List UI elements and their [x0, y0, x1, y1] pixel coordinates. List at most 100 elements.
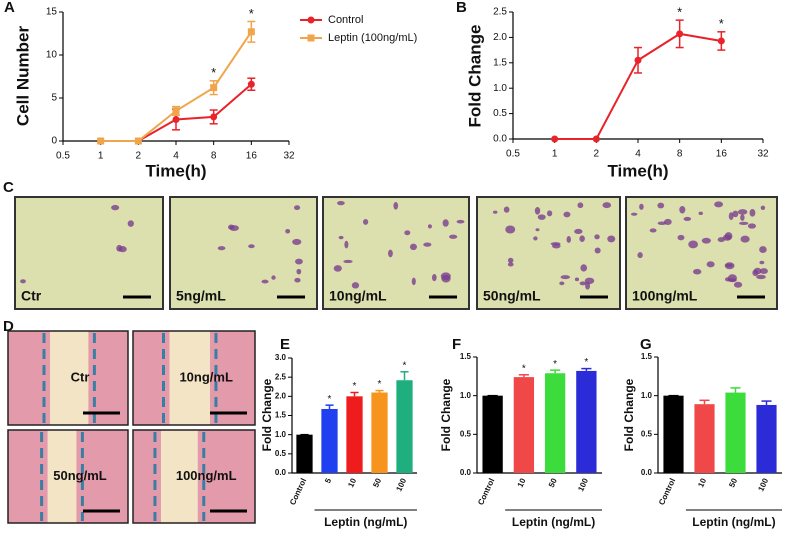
cell — [602, 202, 612, 209]
cell — [563, 211, 571, 218]
cell — [217, 246, 226, 251]
cell — [534, 206, 541, 215]
y-axis-label: Fold Change — [439, 378, 453, 451]
x-axis-label: Time(h) — [607, 161, 668, 180]
significance: * — [584, 357, 588, 368]
y-tick-label: 2.5 — [275, 372, 287, 381]
panel-label: B — [456, 0, 467, 16]
cell — [724, 232, 733, 240]
cell — [752, 269, 759, 277]
cell — [292, 238, 302, 246]
cell — [127, 220, 134, 227]
y-tick-label: 0.5 — [460, 429, 472, 438]
panel-label: A — [4, 0, 15, 16]
cell — [560, 275, 571, 280]
x-tick-label: 4 — [635, 149, 641, 160]
y-tick-label: 0.0 — [493, 134, 507, 145]
point — [717, 37, 725, 45]
cell — [649, 228, 657, 233]
point — [134, 137, 142, 145]
y-tick-label: 2.0 — [275, 391, 287, 400]
cell — [579, 235, 585, 242]
cell — [577, 202, 584, 209]
cell — [566, 236, 571, 243]
y-tick-label: 1.0 — [641, 391, 653, 400]
cell — [118, 246, 127, 253]
bar — [756, 404, 777, 473]
significance: * — [403, 360, 407, 371]
scratch-gap — [47, 430, 77, 523]
cell — [664, 218, 672, 226]
y-tick-label: 5 — [51, 93, 57, 104]
bar — [725, 392, 746, 473]
image-label: Ctr — [21, 288, 42, 304]
cell — [343, 259, 353, 264]
cell — [388, 249, 393, 258]
bar — [576, 370, 597, 473]
x-tick-label: 50 — [547, 476, 559, 488]
cell — [701, 237, 711, 244]
significance: * — [553, 359, 557, 370]
x-tick-label: 100 — [756, 476, 770, 492]
bar — [694, 404, 715, 473]
cell — [759, 260, 765, 265]
cell — [677, 234, 685, 241]
x-tick-label: 5 — [323, 476, 333, 484]
micrograph — [169, 196, 318, 310]
y-tick-label: 2.0 — [493, 32, 507, 43]
cell — [739, 221, 749, 225]
cell — [431, 274, 437, 282]
cell — [559, 281, 565, 286]
cell — [574, 228, 583, 235]
panel-label: E — [280, 336, 290, 353]
cell — [580, 264, 588, 272]
panel-label: D — [3, 318, 14, 335]
x-tick-label: 10 — [696, 476, 708, 488]
image-label: 5ng/mL — [176, 288, 226, 304]
cell — [533, 236, 538, 241]
y-axis-label: Fold Change — [622, 378, 636, 451]
x-tick-label: Control — [657, 477, 677, 507]
y-tick-label: 0 — [51, 136, 57, 147]
y-axis-label: Fold Change — [465, 25, 484, 128]
image-label: 50ng/mL — [53, 468, 107, 483]
y-tick-label: 0.5 — [641, 429, 653, 438]
cell — [749, 209, 756, 217]
bar — [513, 377, 535, 473]
image-label: 10ng/mL — [179, 369, 233, 384]
cell — [594, 247, 601, 254]
significance: * — [328, 394, 332, 405]
x-tick-label: 32 — [283, 151, 295, 162]
image-label: 10ng/mL — [329, 288, 387, 304]
cell — [427, 224, 432, 229]
cell — [727, 278, 737, 283]
cell — [456, 219, 465, 224]
cell — [733, 281, 743, 288]
y-tick-label: 0.5 — [493, 108, 507, 119]
cell — [732, 210, 739, 218]
y-tick-label: 15 — [46, 7, 58, 18]
panel-label: C — [3, 179, 14, 196]
image-label: 100ng/mL — [176, 468, 237, 483]
point — [247, 80, 255, 88]
cell — [111, 204, 120, 211]
x-tick-label: 1 — [98, 151, 104, 162]
x-axis-label: Time(h) — [145, 161, 206, 180]
bar — [544, 373, 566, 473]
x-tick-label: 100 — [576, 476, 590, 492]
x-tick-label: 10 — [346, 476, 358, 488]
cell — [20, 279, 26, 284]
panel-label: G — [640, 336, 652, 353]
y-axis-label: Fold Change — [260, 378, 274, 451]
scratch-gap — [169, 331, 210, 425]
x-tick-label: 16 — [246, 151, 258, 162]
legend-label: Leptin (100ng/mL) — [328, 32, 417, 44]
cell — [271, 275, 276, 280]
cell — [725, 263, 733, 268]
frame — [132, 429, 256, 524]
frame — [7, 429, 129, 524]
x-tick-label: 2 — [594, 149, 600, 160]
cell — [740, 214, 745, 221]
x-axis-label: Leptin (ng/mL) — [512, 515, 595, 529]
point — [97, 137, 105, 145]
